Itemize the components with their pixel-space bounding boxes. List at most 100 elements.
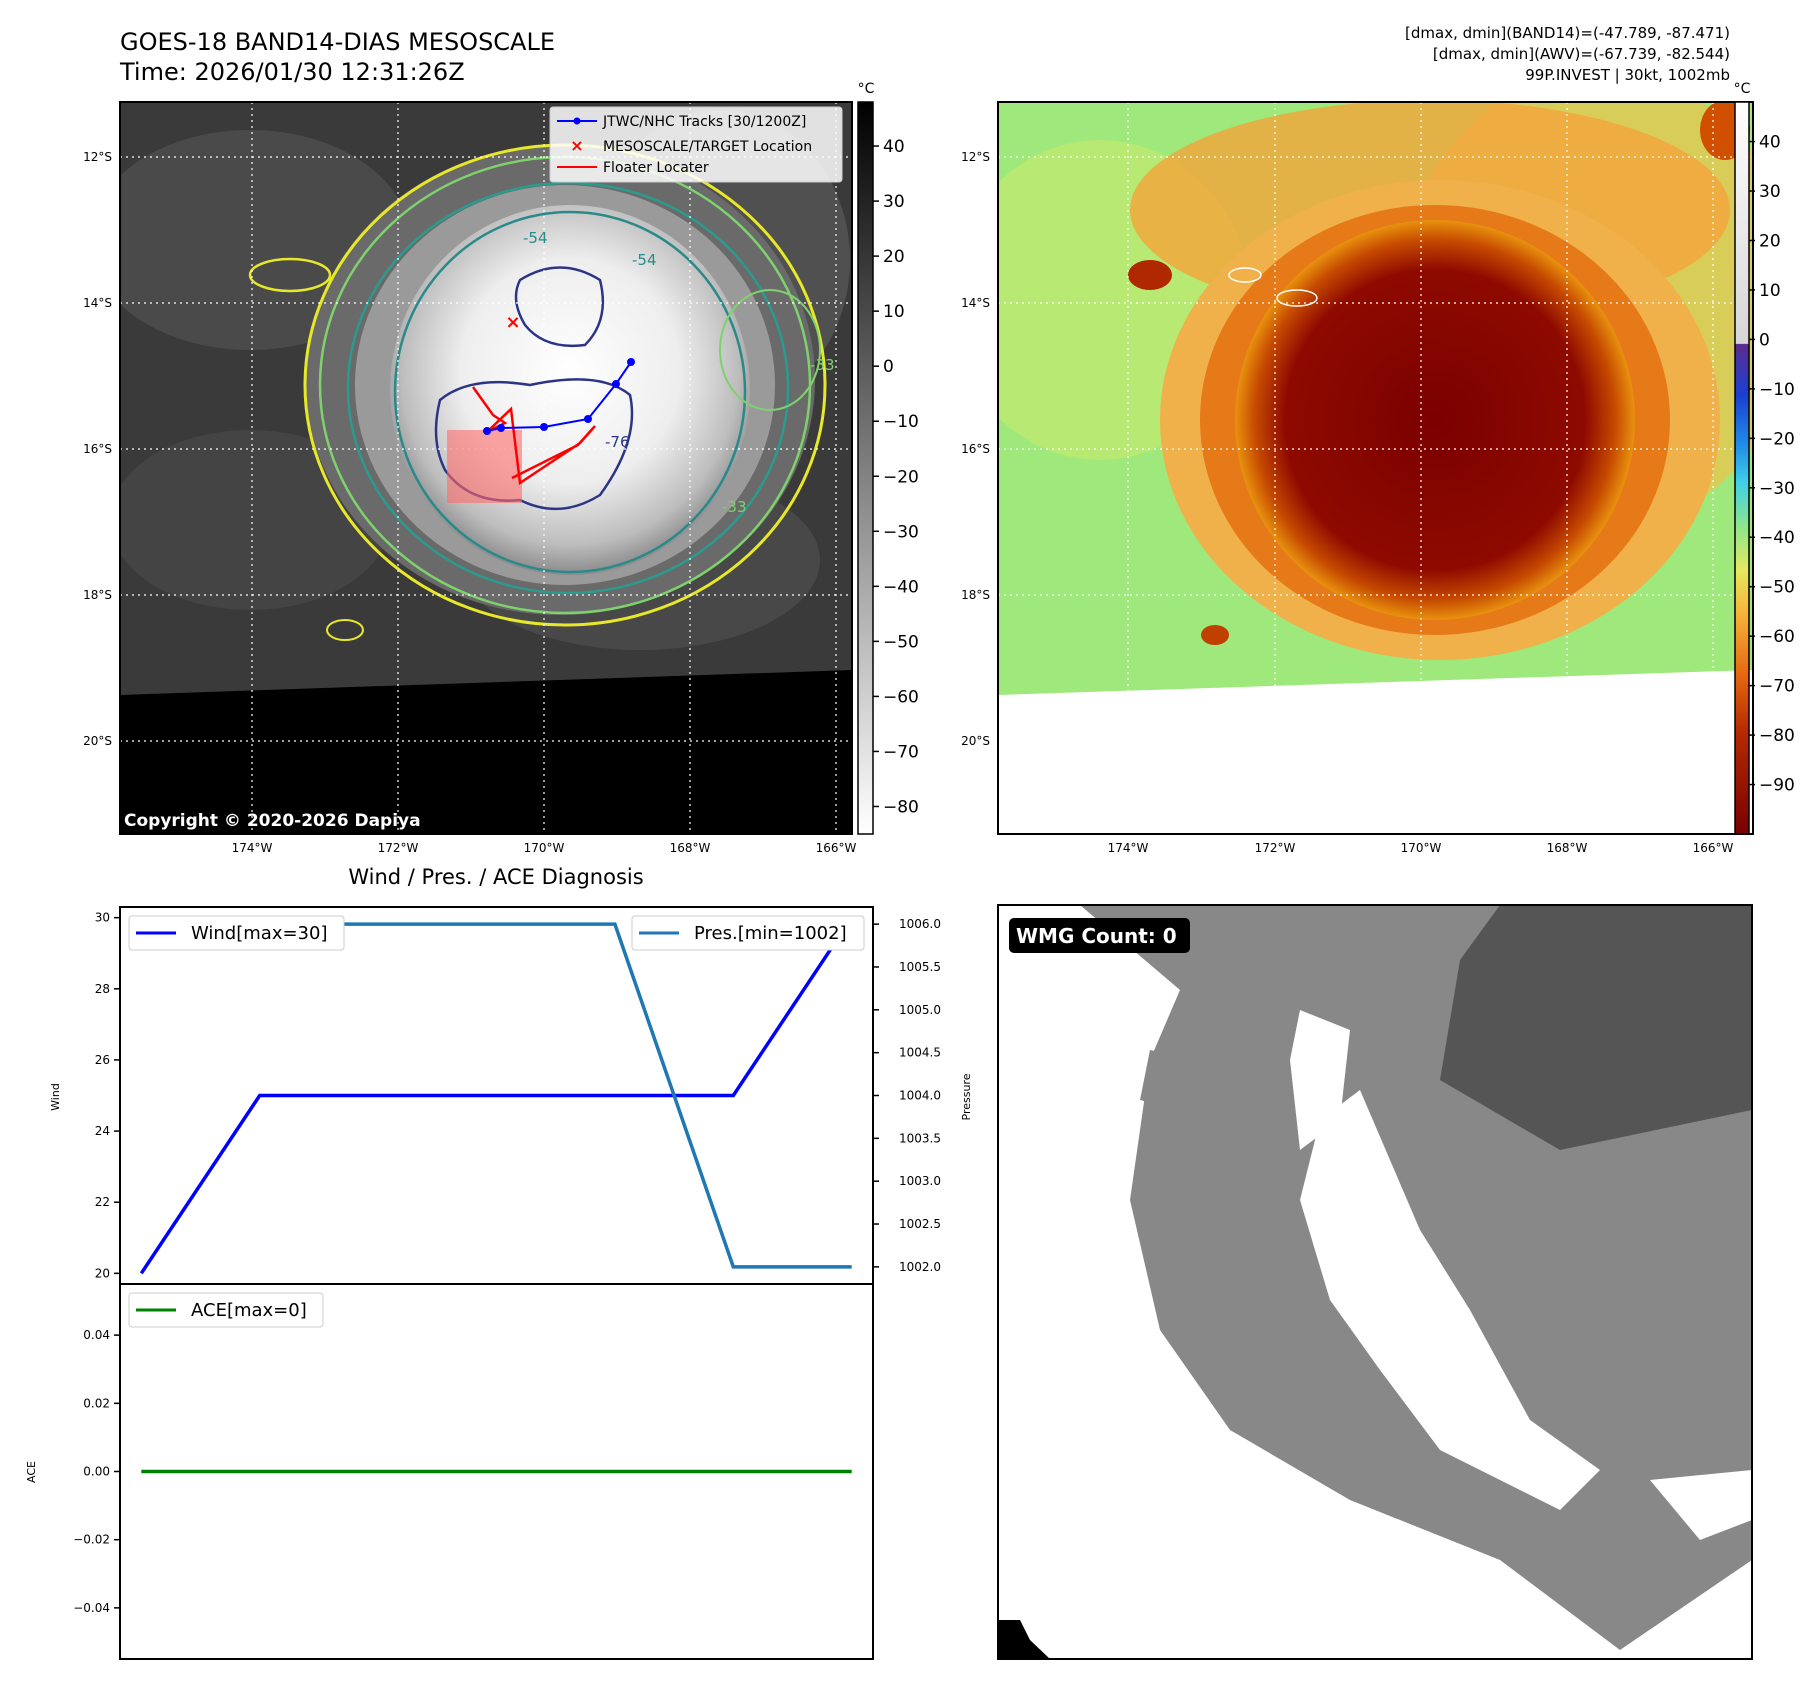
contour-label: -54 <box>523 229 548 247</box>
wind-tick-label: 20 <box>95 1266 110 1280</box>
colorbar-tick-label: 20 <box>883 247 905 267</box>
wind-tick-label: 26 <box>95 1053 110 1067</box>
wmg-count: WMG Count: 0 <box>1016 924 1177 948</box>
colorbar-tick-label: −50 <box>1759 578 1795 598</box>
ace-axis-label: ACE <box>25 1461 38 1483</box>
pressure-tick-label: 1002.5 <box>899 1217 941 1231</box>
colorbar-tick-label: −40 <box>1759 528 1795 548</box>
lon-label: 166°W <box>1693 841 1734 855</box>
lon-label: 174°W <box>1108 841 1149 855</box>
awv-satellite-panel <box>998 102 1753 834</box>
info-awv: [dmax, dmin](AWV)=(-67.739, -82.544) <box>1433 45 1730 63</box>
colorbar-tick-label: 30 <box>1759 182 1781 202</box>
lat-label: 12°S <box>961 150 990 164</box>
wmg-badge: WMG Count: 0 <box>1009 918 1190 953</box>
ace-legend: ACE[max=0] <box>191 1300 307 1321</box>
ir-lat-labels: 12°S 14°S 16°S 18°S 20°S <box>83 150 112 748</box>
wind-tick-label: 30 <box>95 911 110 925</box>
lat-label: 20°S <box>83 734 112 748</box>
colorbar-tick-label: −20 <box>883 467 919 487</box>
contour-label: -76 <box>605 433 630 451</box>
awv-colorbar-unit: °C <box>1734 81 1751 97</box>
colorbar-tick-label: 10 <box>883 302 905 322</box>
lat-label: 18°S <box>83 588 112 602</box>
ir-satellite-panel: × -54 -54 -76 -33 -33 Copyright © 2020-2… <box>120 102 852 834</box>
ace-tick-label: 0.00 <box>83 1465 110 1479</box>
awv-colorbar: °C 40 30 20 10 0 −10 −20 −30 −40 −50 −60 −70 −80 −90 <box>1734 81 1795 835</box>
wind-series-line <box>139 916 854 1275</box>
pressure-axis-label: Pressure <box>960 1073 973 1120</box>
colorbar-tick-label: −10 <box>1759 380 1795 400</box>
lat-label: 12°S <box>83 150 112 164</box>
colorbar-tick-label: −80 <box>883 797 919 817</box>
awv-lon-labels: 174°W 172°W 170°W 168°W 166°W <box>1108 841 1734 855</box>
legend-target-icon: × <box>570 136 583 155</box>
colorbar-tick-label: −70 <box>883 742 919 762</box>
info-storm: 99P.INVEST | 30kt, 1002mb <box>1525 66 1730 84</box>
wind-tick-label: 28 <box>95 982 110 996</box>
lon-label: 168°W <box>1547 841 1588 855</box>
colorbar-tick-label: −40 <box>883 577 919 597</box>
ace-chart: 0.04 0.02 0.00 −0.02 −0.04 ACE ACE[max=0] <box>25 1283 874 1660</box>
colorbar-tick-label: −60 <box>883 687 919 707</box>
floater-box <box>447 430 522 503</box>
pressure-tick-label: 1006.0 <box>899 917 941 931</box>
lon-label: 174°W <box>232 841 273 855</box>
wind-pressure-chart: 30 28 26 24 22 20 1006.0 1005.5 1005.0 1004.5 100… <box>49 906 973 1285</box>
lat-label: 14°S <box>83 296 112 310</box>
diag-title: Wind / Pres. / ACE Diagnosis <box>348 865 643 889</box>
lon-label: 166°W <box>816 841 857 855</box>
ace-tick-label: 0.04 <box>83 1328 110 1342</box>
wind-axis-label: Wind <box>49 1083 62 1111</box>
wind-tick-label: 24 <box>95 1124 110 1138</box>
lat-label: 16°S <box>83 442 112 456</box>
ace-tick-label: −0.04 <box>73 1601 110 1615</box>
pressure-tick-label: 1005.0 <box>899 1003 941 1017</box>
lat-label: 14°S <box>961 296 990 310</box>
info-band14: [dmax, dmin](BAND14)=(-47.789, -87.471) <box>1405 24 1730 42</box>
colorbar-tick-label: 30 <box>883 192 905 212</box>
lon-label: 168°W <box>670 841 711 855</box>
pressure-tick-label: 1005.5 <box>899 960 941 974</box>
copyright: Copyright © 2020-2026 Dapiya <box>124 811 421 831</box>
figure-time: Time: 2026/01/30 12:31:26Z <box>119 58 465 86</box>
colorbar-tick-label: 0 <box>1759 330 1770 350</box>
colorbar-tick-label: 10 <box>1759 281 1781 301</box>
lon-label: 170°W <box>1401 841 1442 855</box>
ir-legend: JTWC/NHC Tracks [30/1200Z] × MESOSCALE/T… <box>549 106 843 183</box>
colorbar-tick-label: −70 <box>1759 677 1795 697</box>
legend-track-label: JTWC/NHC Tracks [30/1200Z] <box>602 114 806 130</box>
pressure-tick-label: 1004.0 <box>899 1089 941 1103</box>
contour-label: -33 <box>722 498 747 516</box>
pressure-tick-label: 1003.5 <box>899 1131 941 1145</box>
floater-locater <box>471 386 596 486</box>
lat-label: 20°S <box>961 734 990 748</box>
colorbar-tick-label: −20 <box>1759 429 1795 449</box>
lon-label: 172°W <box>1255 841 1296 855</box>
figure-title: GOES-18 BAND14-DIAS MESOSCALE <box>120 28 555 56</box>
colorbar-tick-label: 40 <box>883 137 905 157</box>
lon-label: 172°W <box>378 841 419 855</box>
colorbar-tick-label: −30 <box>1759 479 1795 499</box>
contour-label: -54 <box>632 251 657 269</box>
colorbar-tick-label: −10 <box>883 412 919 432</box>
colorbar-tick-label: −90 <box>1759 776 1795 796</box>
pressure-tick-label: 1003.0 <box>899 1174 941 1188</box>
legend-floater-label: Floater Locater <box>603 160 709 176</box>
colorbar-tick-label: 0 <box>883 357 894 377</box>
ir-colorbar: °C 40 30 20 10 0 −10 −20 −30 −40 −50 −60 −70 −80 <box>857 81 919 835</box>
colorbar-tick-label: −50 <box>883 632 919 652</box>
colorbar-tick-label: −80 <box>1759 726 1795 746</box>
wind-tick-label: 22 <box>95 1195 110 1209</box>
target-marker-icon: × <box>505 312 520 333</box>
lat-label: 18°S <box>961 588 990 602</box>
ace-tick-label: 0.02 <box>83 1396 110 1410</box>
contour-label: -33 <box>810 356 835 374</box>
ace-tick-label: −0.02 <box>73 1533 110 1547</box>
pressure-tick-label: 1002.0 <box>899 1260 941 1274</box>
lat-label: 16°S <box>961 442 990 456</box>
ir-colorbar-unit: °C <box>858 81 875 97</box>
colorbar-tick-label: 40 <box>1759 133 1781 153</box>
awv-lat-labels: 12°S 14°S 16°S 18°S 20°S <box>961 150 990 748</box>
